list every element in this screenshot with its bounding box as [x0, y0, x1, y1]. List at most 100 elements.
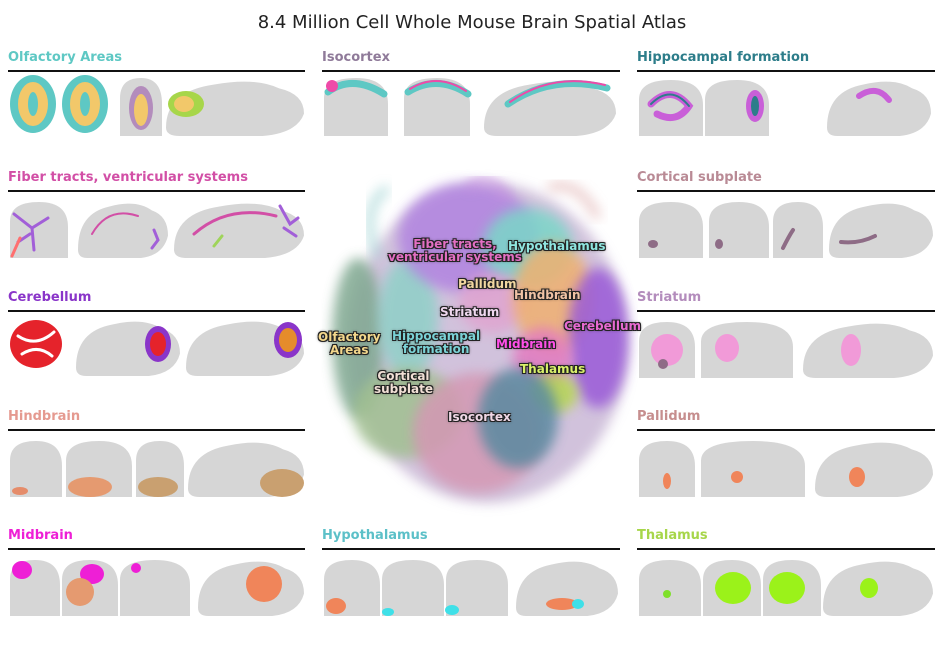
hypothalamus-region-1	[326, 598, 346, 614]
panel-label-hypothalamus: Hypothalamus	[322, 528, 428, 543]
panel-sections-olfactory	[10, 75, 304, 136]
panel-pallidum: Pallidum	[637, 409, 935, 501]
panel-sections-cerebellum	[10, 320, 304, 376]
pallidum-region-1	[663, 473, 671, 489]
panel-sections-midbrain	[10, 560, 304, 616]
hippocampal-sagittal-section	[827, 81, 931, 136]
panel-label-fiber: Fiber tracts, ventricular systems	[8, 170, 248, 185]
hypothalamus-coronal-section-2	[382, 560, 444, 616]
panel-label-isocortex: Isocortex	[322, 50, 390, 65]
umap-label-cerebellum: Cerebellum	[564, 319, 642, 333]
hindbrain-region-4	[260, 469, 304, 497]
subplate-region-1	[648, 240, 658, 248]
panel-divider-hippocampal	[637, 70, 935, 72]
panel-divider-pallidum	[637, 429, 935, 431]
panel-label-pallidum: Pallidum	[637, 409, 701, 424]
umap-cerebellum-cluster	[568, 268, 628, 408]
panel-label-subplate: Cortical subplate	[637, 170, 762, 185]
isocortex-coronal-section-1	[324, 78, 388, 136]
panel-label-olfactory: Olfactory Areas	[8, 50, 122, 65]
striatum-sagittal-section	[803, 323, 933, 378]
umap-embedding: Fiber tracts, ventricular systems Hypotha…	[318, 168, 642, 518]
olfactory-sagittal-core	[174, 96, 194, 112]
thalamus-sagittal-section	[823, 561, 933, 616]
fiber-sagittal-section-2	[174, 203, 304, 258]
panel-divider-hindbrain	[8, 429, 305, 431]
striatum-coronal-section-2	[701, 322, 793, 378]
cerebellum-core-3	[279, 328, 297, 352]
hippocampal-core-2	[751, 96, 759, 116]
panel-sections-fiber	[10, 202, 304, 258]
panel-label-thalamus: Thalamus	[637, 528, 708, 543]
panel-sections-pallidum	[639, 441, 933, 497]
panel-subplate: Cortical subplate	[637, 170, 935, 262]
panel-hindbrain: Hindbrain	[8, 409, 305, 501]
hypothalamus-region-2	[382, 608, 394, 616]
hindbrain-region-1	[12, 487, 28, 495]
hypothalamus-sagittal-section	[516, 561, 618, 616]
panel-sections-striatum	[639, 322, 933, 378]
panel-cerebellum: Cerebellum	[8, 290, 305, 382]
thalamus-region-1	[663, 590, 671, 598]
umap-label-subplate: Cortical subplate	[374, 369, 433, 396]
panel-label-cerebellum: Cerebellum	[8, 290, 92, 305]
panel-divider-isocortex	[322, 70, 620, 72]
umap-label-fiber: Fiber tracts, ventricular systems	[388, 237, 522, 264]
striatum-accumbens-1	[658, 359, 668, 369]
panel-label-midbrain: Midbrain	[8, 528, 73, 543]
umap-label-thalamus: Thalamus	[520, 362, 586, 376]
umap-streak-0	[465, 176, 512, 201]
fiber-tract-3	[150, 228, 160, 250]
panel-sections-isocortex	[324, 78, 616, 136]
thalamus-region-4	[860, 578, 878, 598]
panel-divider-fiber	[8, 190, 305, 192]
panel-sections-hypothalamus	[324, 560, 618, 616]
panel-sections-hippocampal	[639, 80, 931, 136]
panel-divider-subplate	[637, 190, 935, 192]
striatum-region-3	[841, 334, 861, 366]
olfactory-bulb-inner-0	[28, 92, 38, 116]
isocortex-cortex-layer-3	[509, 80, 606, 103]
panel-isocortex: Isocortex	[322, 50, 620, 142]
thalamus-region-2	[715, 572, 751, 604]
umap-label-midbrain: Midbrain	[496, 337, 556, 351]
panel-sections-subplate	[639, 202, 933, 258]
fiber-tract-2	[91, 212, 139, 235]
fiber-tract-4	[192, 211, 278, 236]
isocortex-sagittal-section	[484, 81, 616, 136]
panel-hippocampal: Hippocampal formation	[637, 50, 935, 142]
figure-title: 8.4 Million Cell Whole Mouse Brain Spati…	[257, 12, 687, 33]
panel-label-striatum: Striatum	[637, 290, 702, 305]
pallidum-sagittal-section	[815, 442, 933, 497]
cerebellum-sagittal-section-2	[186, 321, 304, 376]
umap-label-hindbrain: Hindbrain	[514, 288, 581, 302]
panel-label-hindbrain: Hindbrain	[8, 409, 81, 424]
isocortex-coronal-section-2	[404, 78, 470, 136]
hippocampal-region-3	[856, 87, 892, 103]
umap-label-hypothalamus: Hypothalamus	[508, 239, 606, 253]
umap-olfactory-cluster	[332, 258, 384, 418]
hypothalamus-region-3	[445, 605, 459, 615]
midbrain-region-4	[246, 566, 282, 602]
midbrain-region-1	[12, 561, 32, 579]
umap-label-striatum: Striatum	[440, 305, 500, 319]
thalamus-coronal-section-1	[639, 560, 701, 616]
hindbrain-coronal-section-1	[10, 441, 62, 497]
panel-striatum: Striatum	[637, 290, 935, 382]
pallidum-region-3	[849, 467, 865, 487]
hindbrain-region-3	[138, 477, 178, 497]
subplate-region-3	[781, 228, 795, 250]
cerebellum-section-1	[10, 320, 62, 368]
isocortex-cortex-band-2	[404, 80, 472, 98]
umap-streak-2	[546, 182, 602, 220]
panel-sections-thalamus	[639, 560, 933, 616]
panel-divider-cerebellum	[8, 310, 305, 312]
midbrain-region-2	[80, 564, 104, 584]
midbrain-region-3	[131, 563, 141, 573]
striatum-region-2	[715, 334, 739, 362]
subplate-region-4	[839, 234, 877, 245]
fiber-tract-5	[278, 204, 300, 238]
midbrain-region-2b	[66, 578, 94, 606]
fiber-ventricle-1	[10, 236, 22, 258]
isocortex-cortex-layer-2	[409, 80, 467, 92]
